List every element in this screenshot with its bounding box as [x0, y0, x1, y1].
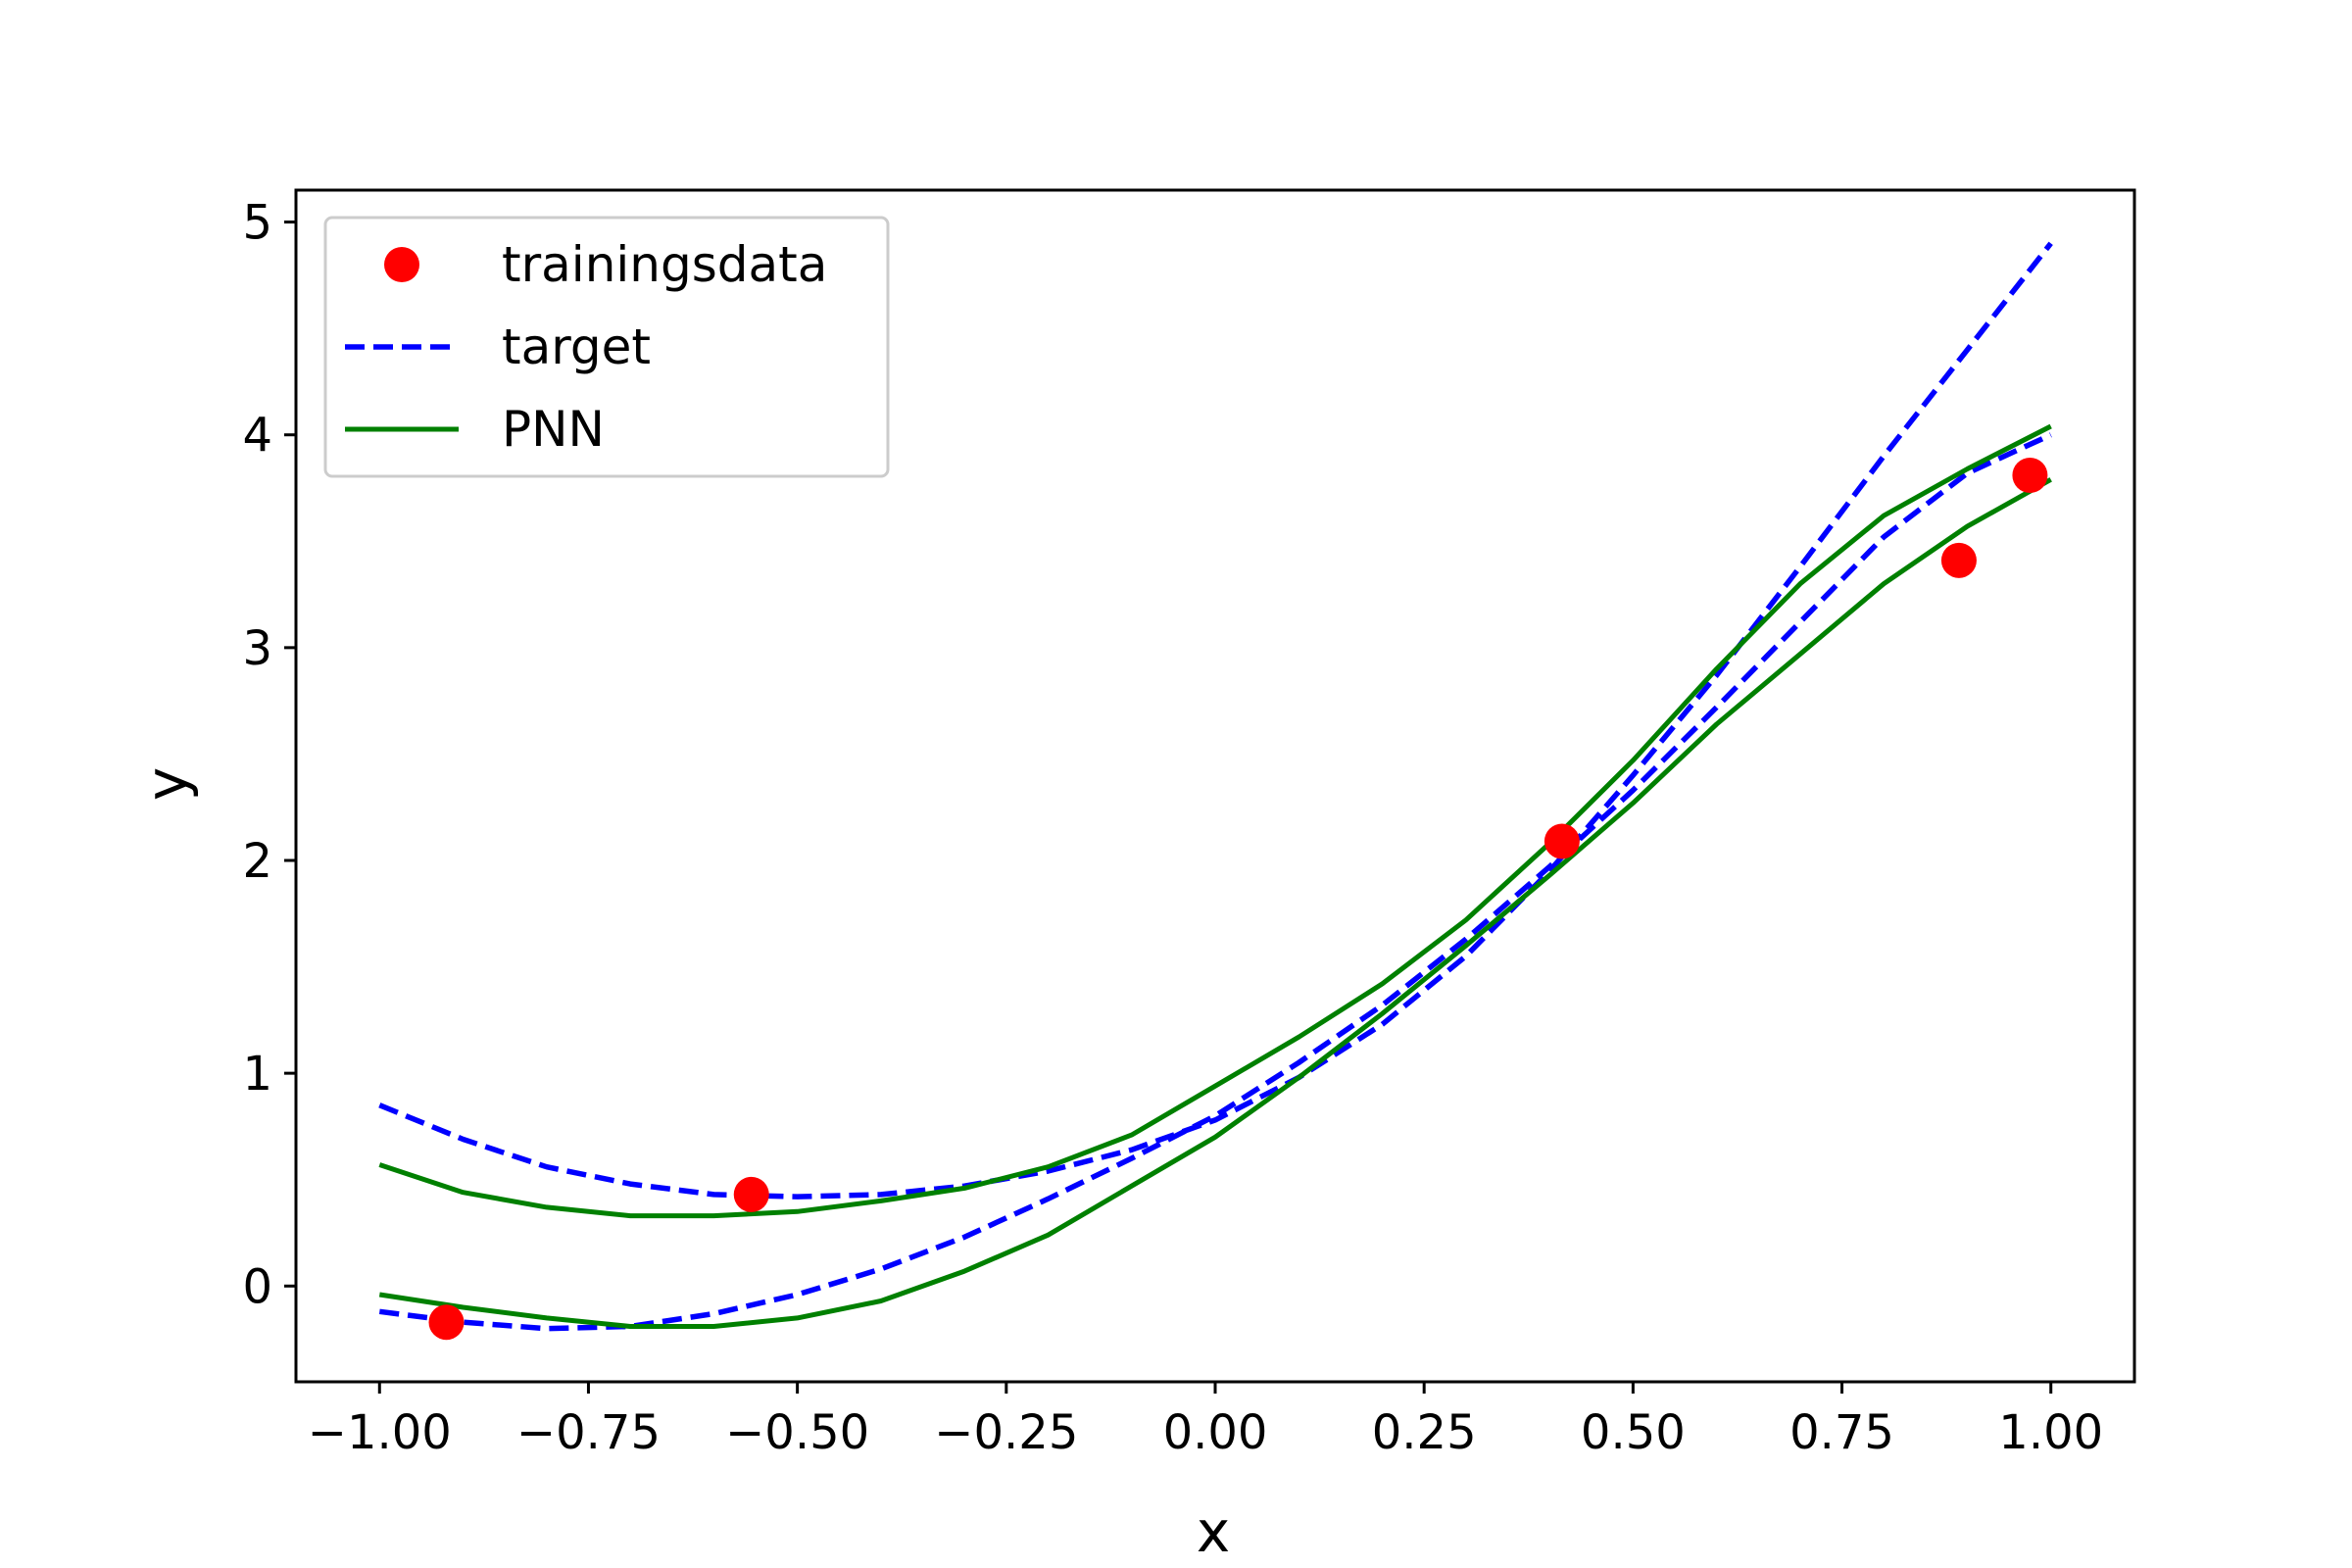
y-tick-label: 5	[242, 196, 272, 251]
x-tick-label: −0.75	[516, 1405, 661, 1460]
legend-label-3: PNN	[502, 401, 605, 458]
x-tick-label: 0.00	[1163, 1405, 1268, 1460]
x-axis-label: x	[1197, 1498, 1230, 1565]
training-point-2	[733, 1176, 769, 1212]
legend-label-2: target	[502, 318, 651, 375]
training-point-5	[2012, 457, 2048, 493]
y-axis-label: y	[133, 767, 200, 801]
x-tick-label: 0.50	[1581, 1405, 1686, 1460]
legend: trainingsdata target PNN	[323, 216, 890, 478]
series-line-1	[378, 432, 2052, 1332]
series-line-4	[378, 423, 2052, 1219]
y-axis: 0 1 2 3 4 5	[242, 196, 296, 1314]
training-point-4	[1940, 542, 1977, 578]
y-tick-label: 3	[242, 621, 272, 676]
x-tick-label: −0.25	[934, 1405, 1078, 1460]
y-tick-label: 1	[242, 1047, 272, 1102]
y-tick-label: 4	[242, 409, 272, 464]
x-tick-label: −1.00	[308, 1405, 452, 1460]
x-tick-label: 0.25	[1372, 1405, 1477, 1460]
y-tick-label: 0	[242, 1259, 272, 1314]
legend-label-1: trainingsdata	[502, 236, 827, 293]
training-point-1	[428, 1304, 465, 1341]
x-tick-label: 1.00	[1998, 1405, 2103, 1460]
plot-area	[294, 188, 2136, 1384]
y-tick-label: 2	[242, 834, 272, 889]
x-tick-label: 0.75	[1789, 1405, 1894, 1460]
series-line-3	[378, 477, 2052, 1329]
x-axis: −1.00 −0.75 −0.50 −0.25 0.00 0.25 0.50 0.75 1.00	[308, 1382, 2103, 1460]
training-point-3	[1544, 823, 1580, 859]
legend-marker-1	[384, 247, 419, 282]
series-line-2	[378, 241, 2053, 1200]
x-tick-label: −0.50	[725, 1405, 869, 1460]
legend-box	[323, 216, 890, 478]
